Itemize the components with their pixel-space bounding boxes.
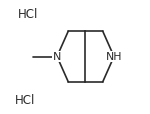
- Text: HCl: HCl: [15, 93, 35, 106]
- Text: N: N: [53, 52, 61, 62]
- Text: HCl: HCl: [18, 8, 38, 21]
- Text: NH: NH: [106, 52, 122, 62]
